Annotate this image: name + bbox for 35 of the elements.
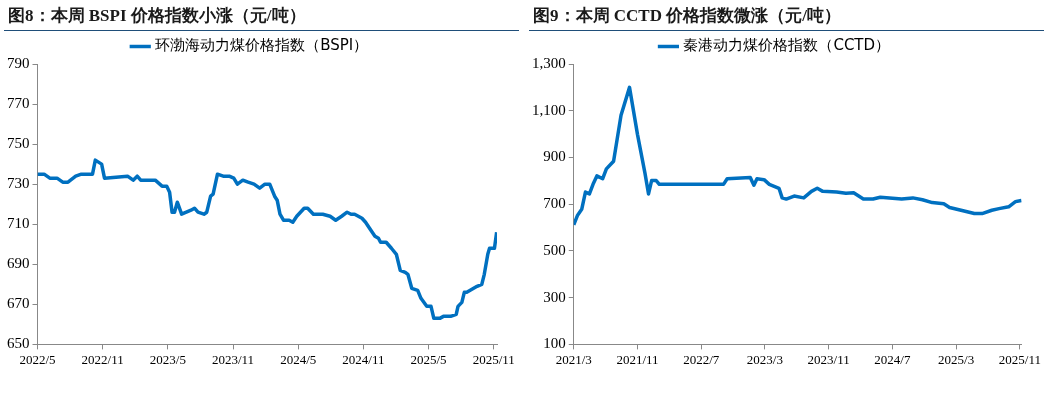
y-tick-label: 790 [7, 54, 30, 71]
y-tick-label: 1,300 [532, 54, 566, 71]
y-tick-label: 300 [543, 288, 566, 305]
x-tick-label: 2025/3 [938, 351, 975, 367]
x-tick-label: 2023/3 [746, 351, 783, 367]
chart-title: 图9：本周 CCTD 价格指数微涨（元/吨） [529, 2, 1044, 31]
y-tick-label: 710 [7, 215, 30, 232]
x-tick-label: 2023/11 [211, 351, 255, 367]
x-tick-label: 2021/3 [555, 351, 592, 367]
y-tick-label: 770 [7, 94, 30, 111]
legend-label: 秦港动力煤价格指数（CCTD） [683, 36, 891, 55]
x-tick-label: 2024/11 [342, 351, 385, 367]
y-tick-label: 750 [7, 135, 30, 152]
x-tick-label: 2022/5 [19, 351, 56, 367]
x-tick-label: 2021/11 [616, 351, 659, 367]
y-tick-label: 1,100 [532, 101, 566, 118]
y-tick-label: 900 [543, 148, 566, 165]
y-tick-label: 670 [7, 295, 30, 312]
y-tick-label: 650 [7, 335, 30, 352]
y-tick-label: 500 [543, 241, 566, 258]
x-tick-label: 2024/7 [874, 351, 911, 367]
x-tick-label: 2025/11 [998, 351, 1041, 367]
y-tick-label: 690 [7, 255, 30, 272]
y-tick-label: 700 [543, 195, 566, 212]
x-tick-label: 2025/11 [472, 351, 515, 367]
y-tick-label: 730 [7, 175, 30, 192]
chart-title: 图8：本周 BSPI 价格指数小涨（元/吨） [4, 2, 519, 31]
y-tick-label: 100 [543, 335, 566, 352]
x-tick-label: 2024/5 [280, 351, 317, 367]
legend-label: 环渤海动力煤价格指数（BSPI） [155, 36, 369, 55]
x-tick-label: 2023/11 [807, 351, 850, 367]
x-tick-label: 2022/7 [683, 351, 720, 367]
x-tick-label: 2023/5 [149, 351, 186, 367]
x-tick-label: 2025/5 [410, 351, 447, 367]
x-tick-label: 2022/11 [81, 351, 124, 367]
